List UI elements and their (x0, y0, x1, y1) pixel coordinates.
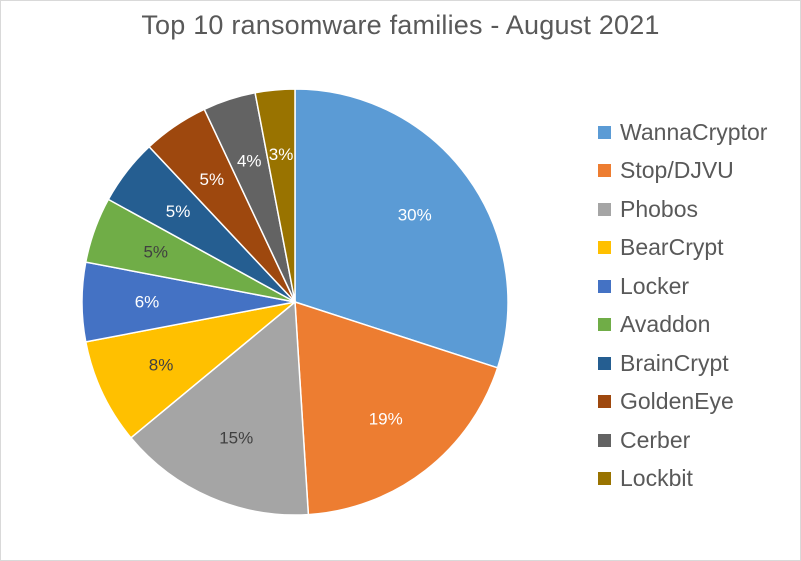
legend-label: Locker (620, 272, 690, 299)
data-label: 19% (369, 409, 403, 428)
legend-swatch (598, 472, 611, 486)
chart-title: Top 10 ransomware families - August 2021 (141, 10, 660, 40)
data-label: 5% (200, 170, 225, 189)
pie-slice-phobos (129, 300, 310, 516)
legend: WannaCryptor Stop/DJVU Phobos BearCrypt Lock… (598, 113, 767, 498)
pie-slice-lockbit (254, 88, 296, 303)
legend-swatch (598, 164, 611, 178)
legend-label: BearCrypt (620, 234, 724, 261)
legend-item: Cerber (598, 421, 767, 460)
legend-label: Lockbit (620, 465, 693, 492)
legend-label: BrainCrypt (620, 349, 729, 376)
legend-item: Avaddon (598, 306, 767, 345)
legend-item: Lockbit (598, 460, 767, 499)
legend-label: Cerber (620, 426, 691, 453)
legend-item: BearCrypt (598, 229, 767, 268)
legend-label: Phobos (620, 195, 699, 222)
data-label: 15% (219, 428, 253, 447)
legend-label: GoldenEye (620, 388, 734, 415)
data-label: 8% (149, 356, 174, 375)
legend-swatch (598, 433, 611, 447)
legend-item: Locker (598, 267, 767, 306)
data-label: 3% (269, 145, 294, 164)
legend-item: Stop/DJVU (598, 152, 767, 191)
data-label: 6% (135, 293, 160, 312)
legend-swatch (598, 356, 611, 370)
legend-swatch (598, 318, 611, 332)
legend-item: GoldenEye (598, 383, 767, 422)
legend-item: BrainCrypt (598, 344, 767, 383)
data-label: 30% (398, 206, 432, 225)
legend-label: WannaCryptor (620, 118, 768, 145)
legend-label: Stop/DJVU (620, 157, 734, 184)
legend-swatch (598, 202, 611, 216)
legend-swatch (598, 279, 611, 293)
legend-label: Avaddon (620, 311, 711, 338)
legend-item: Phobos (598, 190, 767, 229)
legend-swatch (598, 125, 611, 139)
pie-slice-wannacryptor (294, 88, 509, 369)
data-label: 4% (237, 152, 262, 171)
pie-slice-stop-djvu (294, 300, 499, 516)
pie-slice-bearcrypt (84, 301, 296, 439)
data-label: 5% (166, 202, 191, 221)
data-label: 5% (143, 242, 168, 261)
legend-swatch (598, 395, 611, 409)
legend-swatch (598, 241, 611, 255)
legend-item: WannaCryptor (598, 113, 767, 152)
